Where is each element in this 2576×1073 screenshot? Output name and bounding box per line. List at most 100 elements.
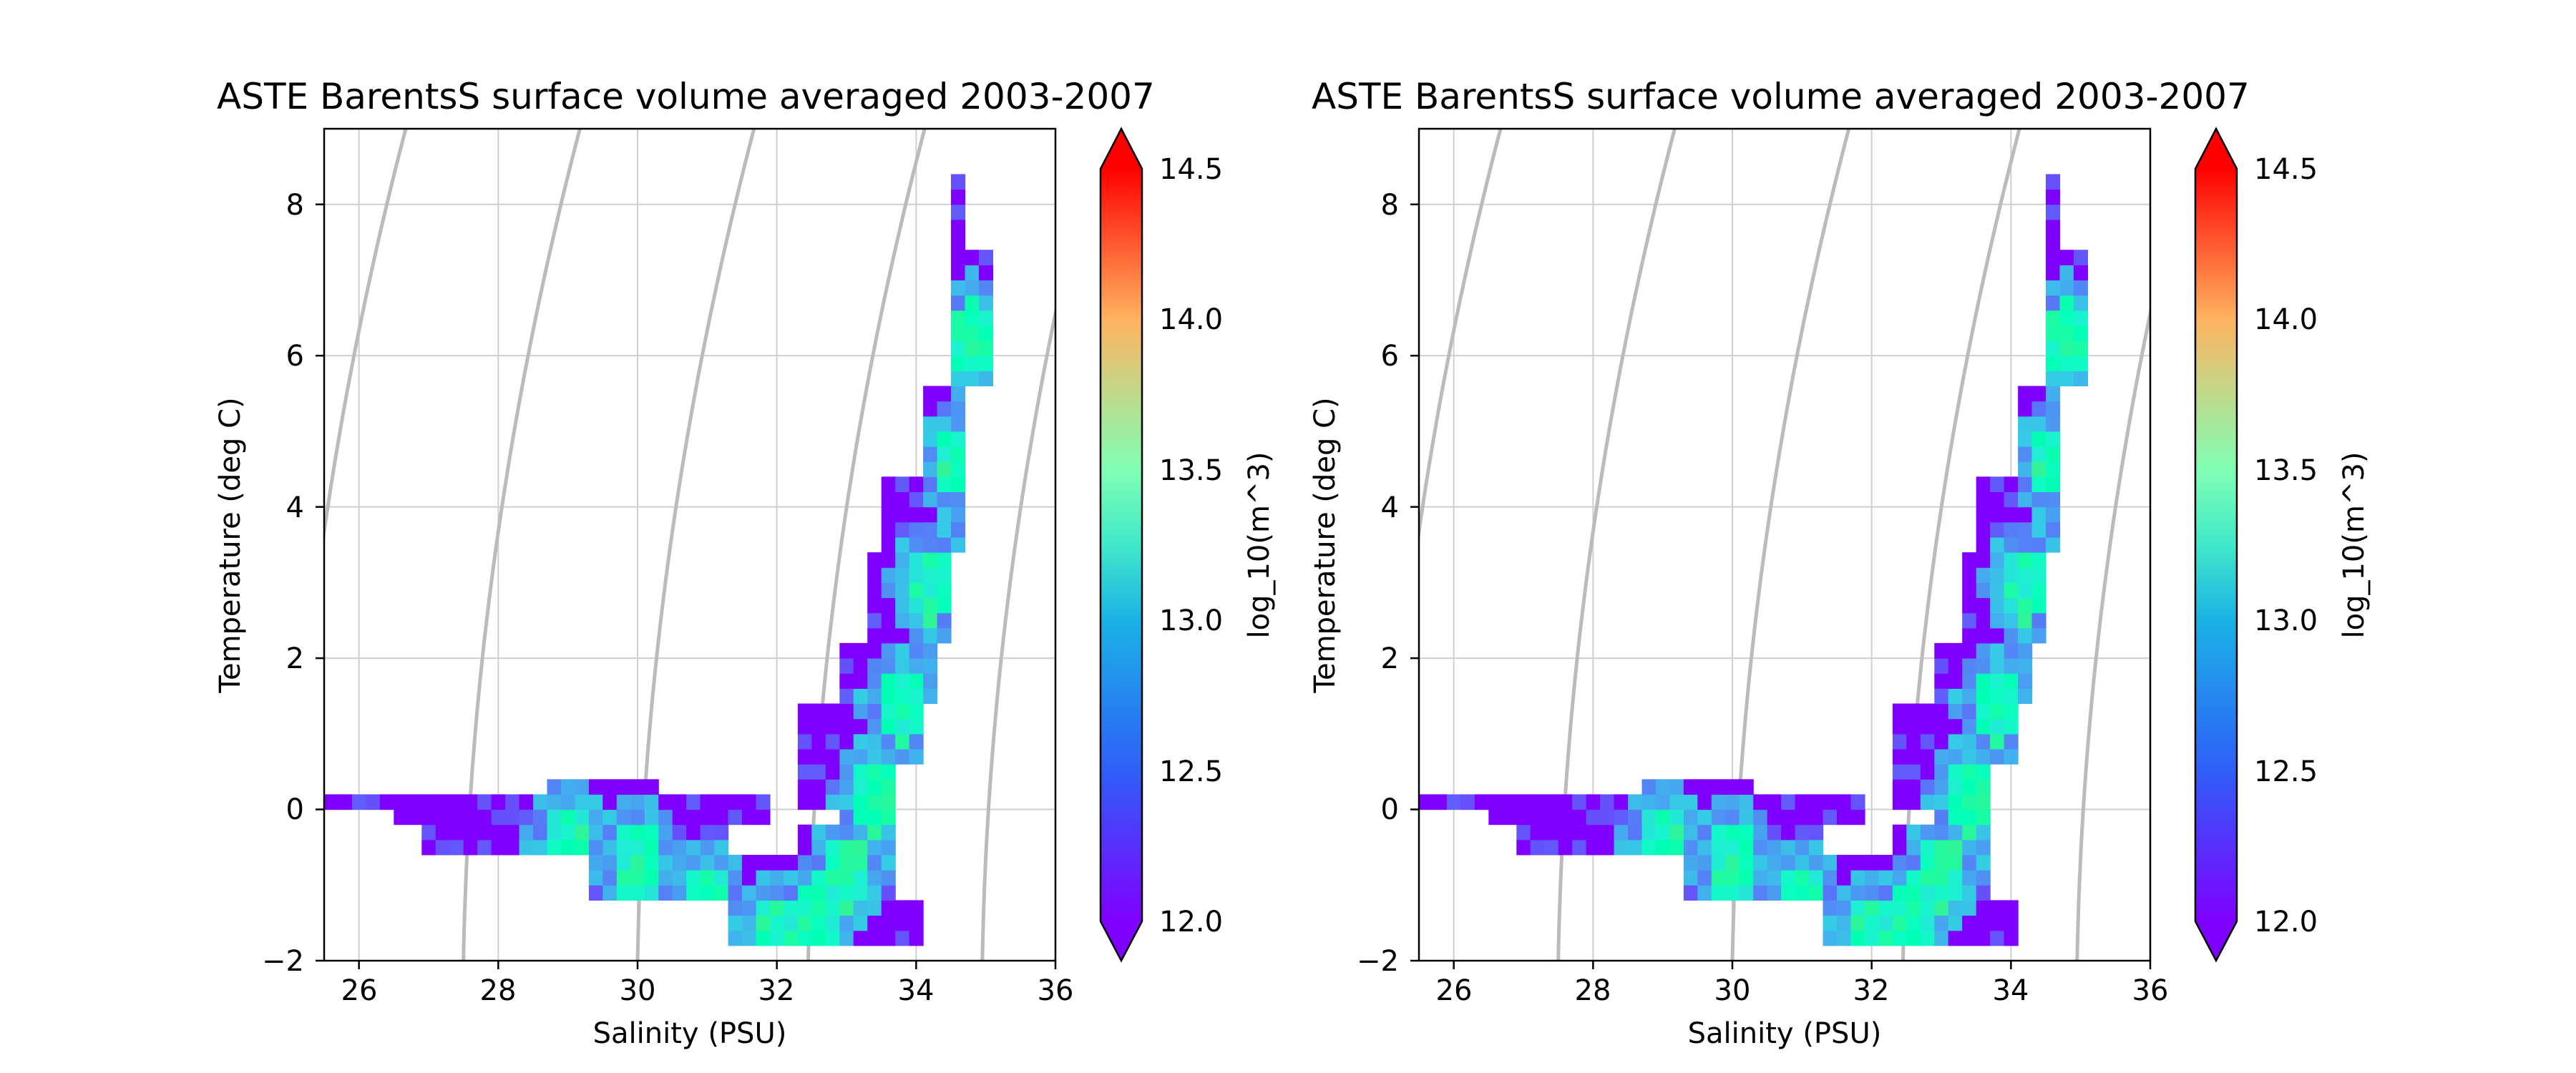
heatmap-cell	[2018, 536, 2033, 553]
heatmap-cell	[407, 809, 422, 825]
colorbar-tick-label: 14.5	[1159, 153, 1223, 186]
heatmap-cell	[937, 612, 952, 629]
heatmap-cell	[1669, 824, 1684, 841]
heatmap-cell	[2046, 491, 2061, 508]
heatmap-cell	[1837, 900, 1852, 916]
heatmap-cell	[923, 642, 938, 659]
heatmap-cell	[909, 552, 924, 568]
heatmap-cell	[2059, 371, 2074, 386]
heatmap-cell	[338, 794, 353, 810]
heatmap-cell	[853, 749, 868, 765]
heatmap-cell	[1753, 870, 1768, 886]
heatmap-cell	[1948, 839, 1963, 856]
heatmap-cell	[505, 839, 520, 856]
heatmap-cell	[1823, 930, 1838, 946]
heatmap-cell	[1711, 855, 1726, 871]
heatmap-cell	[1850, 900, 1865, 916]
heatmap-cell	[1920, 703, 1935, 720]
heatmap-cell	[811, 839, 826, 856]
heatmap-cell	[1433, 794, 1448, 810]
heatmap-cell	[1711, 839, 1726, 856]
heatmap-cell	[1558, 794, 1573, 810]
heatmap-cell	[909, 567, 924, 583]
heatmap-cell	[881, 642, 896, 659]
heatmap-cell	[742, 855, 757, 871]
heatmap-cell	[825, 764, 840, 780]
heatmap-cell	[421, 839, 436, 856]
heatmap-cell	[644, 779, 659, 795]
heatmap-cell	[588, 809, 603, 825]
heatmap-cell	[756, 915, 771, 931]
heatmap-cell	[909, 506, 924, 523]
heatmap-cell	[839, 870, 854, 886]
heatmap-cell	[937, 431, 952, 447]
heatmap-cell	[937, 491, 952, 508]
chart-title: ASTE BarentsS surface volume averaged 20…	[217, 76, 1155, 117]
heatmap-cell	[1948, 718, 1963, 735]
heatmap-cell	[602, 809, 618, 825]
heatmap-cell	[1795, 839, 1810, 856]
heatmap-cell	[895, 536, 910, 553]
heatmap-cell	[1697, 809, 1712, 825]
heatmap-cell	[742, 915, 757, 931]
heatmap-cell	[728, 809, 743, 825]
heatmap-cell	[1920, 749, 1935, 765]
heatmap-cell	[588, 794, 603, 810]
heatmap-cell	[1739, 794, 1754, 810]
heatmap-cell	[714, 839, 729, 856]
heatmap-cell	[2046, 174, 2061, 190]
heatmap-cell	[951, 416, 966, 432]
heatmap-cell	[1962, 839, 1977, 856]
heatmap-cell	[2004, 536, 2019, 553]
heatmap-cell	[937, 386, 952, 402]
heatmap-cell	[1934, 824, 1949, 841]
heatmap-cell	[951, 250, 966, 265]
heatmap-cell	[644, 870, 659, 886]
heatmap-cell	[811, 718, 826, 735]
heatmap-cell	[1516, 839, 1531, 856]
heatmap-cell	[324, 794, 339, 810]
heatmap-cell	[881, 824, 896, 841]
heatmap-cell	[881, 536, 896, 553]
heatmap-cell	[1628, 824, 1643, 841]
heatmap-cell	[909, 597, 924, 614]
heatmap-cell	[867, 567, 882, 583]
colorbar-outline	[1099, 127, 1143, 963]
heatmap-cell	[1962, 567, 1977, 583]
heatmap-cell	[909, 658, 924, 674]
heatmap-cell	[2046, 401, 2061, 417]
heatmap-cell	[2004, 506, 2019, 523]
heatmap-cell	[1795, 855, 1810, 871]
heatmap-cell	[644, 794, 659, 810]
heatmap-cell	[700, 824, 715, 841]
heatmap-cell	[1809, 855, 1824, 871]
heatmap-cell	[853, 673, 868, 689]
heatmap-cell	[895, 597, 910, 614]
heatmap-cell	[2046, 219, 2061, 235]
heatmap-cell	[1628, 794, 1643, 810]
heatmap-cell	[2059, 265, 2074, 280]
heatmap-cell	[547, 839, 562, 856]
heatmap-cell	[686, 855, 701, 871]
heatmap-cell	[797, 718, 812, 735]
heatmap-cell	[1962, 779, 1977, 795]
heatmap-cell	[867, 824, 882, 841]
heatmap-cell	[853, 779, 868, 795]
heatmap-cell	[1850, 794, 1865, 810]
heatmap-cell	[895, 915, 910, 931]
heatmap-cell	[421, 809, 436, 825]
heatmap-cell	[2031, 597, 2046, 614]
heatmap-cell	[909, 491, 924, 508]
heatmap-cell	[1976, 506, 1991, 523]
heatmap-cell	[575, 809, 590, 825]
heatmap-cell	[811, 703, 826, 720]
heatmap-cell	[1850, 930, 1865, 946]
colorbar-tick-label: 13.0	[1159, 604, 1223, 637]
heatmap-cell	[1669, 809, 1684, 825]
heatmap-cell	[1781, 855, 1796, 871]
heatmap-cell	[1641, 839, 1657, 856]
heatmap-cell	[1990, 930, 2005, 946]
heatmap-cell	[2004, 733, 2019, 750]
heatmap-cell	[1823, 855, 1838, 871]
